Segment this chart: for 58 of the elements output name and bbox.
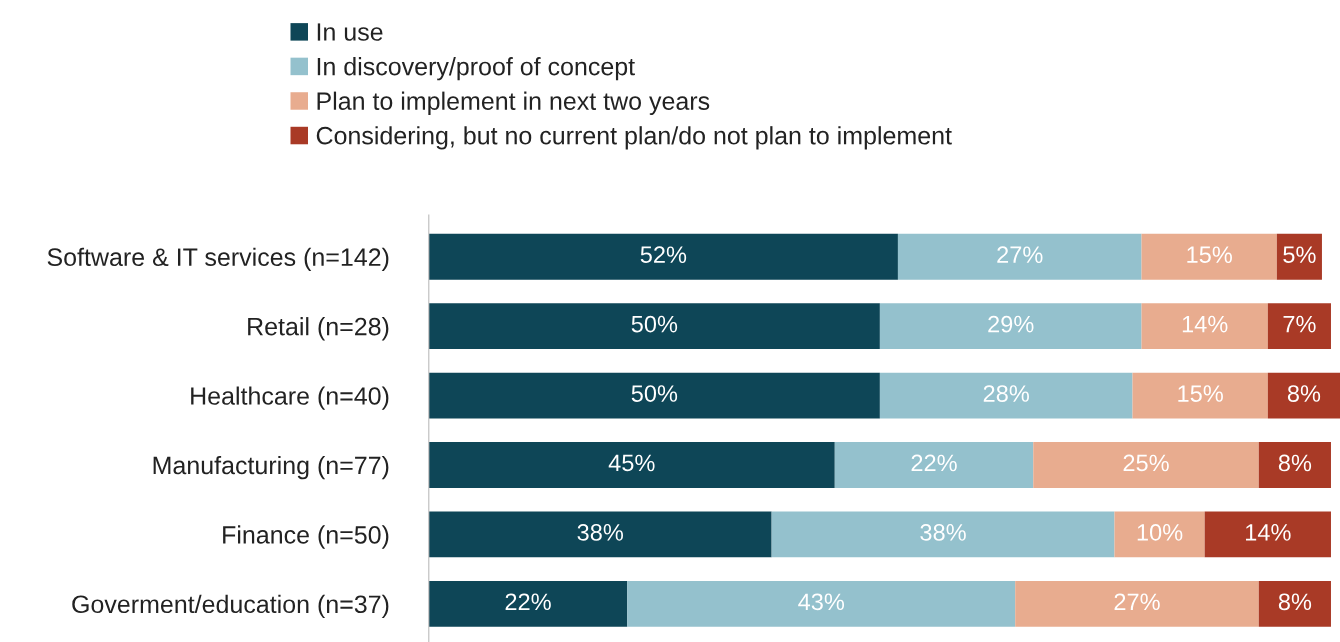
data-label: 14% [1182,315,1228,333]
legend-label: Considering, but no current plan/do not plan to implement [316,126,952,150]
bar [428,233,898,280]
bar [879,372,1133,419]
bar [1132,372,1268,419]
bar [834,442,1034,488]
bar [428,580,628,627]
data-label: 22% [911,454,957,472]
legend-label: In discovery/proof of concept [317,57,635,81]
bar [1267,372,1340,419]
y-tick-label: Retail (n=28) [248,317,389,341]
y-tick-label: Finance (n=50) [223,525,389,549]
data-label: 50% [631,315,678,333]
data-label: 38% [920,524,966,541]
bar [1204,511,1331,558]
data-label: 27% [1114,593,1160,611]
y-tick-label: Healthcare (n=40) [191,386,389,410]
y-tick-label: Software & IT services (n=142) [47,247,389,271]
bar [1258,442,1331,488]
bar [1258,580,1331,627]
bar [1114,511,1205,558]
bar [428,303,880,350]
bar [428,372,880,419]
bar [627,580,1016,627]
data-label: 38% [577,524,623,541]
data-label: 15% [1178,385,1223,402]
data-label: 8% [1278,454,1312,472]
bar [428,511,772,558]
y-tick-label: Manufacturing (n=77) [153,455,389,480]
data-label: 25% [1123,454,1169,472]
bar [897,233,1142,280]
data-label: 8% [1278,593,1312,611]
bar [428,442,835,488]
data-label: 15% [1187,246,1232,264]
bar [1033,442,1259,488]
data-label: 28% [983,385,1029,402]
bar [1015,580,1259,627]
legend-label: Plan to implement in next two years [317,91,710,115]
data-label: 10% [1137,524,1183,541]
data-label: 14% [1246,524,1291,541]
legend-label: In use [317,23,383,41]
bar [1141,233,1277,280]
data-label: 45% [608,454,655,472]
bar [1267,303,1331,350]
data-label: 8% [1287,385,1321,402]
data-label: 5% [1283,246,1316,264]
bar [1276,233,1322,280]
data-label: 7% [1283,315,1316,333]
data-label: 22% [505,593,551,611]
y-tick-label: Goverment/education (n=37) [72,594,389,619]
data-label: 29% [988,315,1034,333]
bar [771,511,1115,558]
data-label: 50% [631,385,678,402]
data-label: 52% [640,246,687,264]
data-label: 27% [997,246,1043,263]
bar [1141,303,1268,350]
bar [879,303,1142,350]
data-label: 43% [798,593,845,611]
